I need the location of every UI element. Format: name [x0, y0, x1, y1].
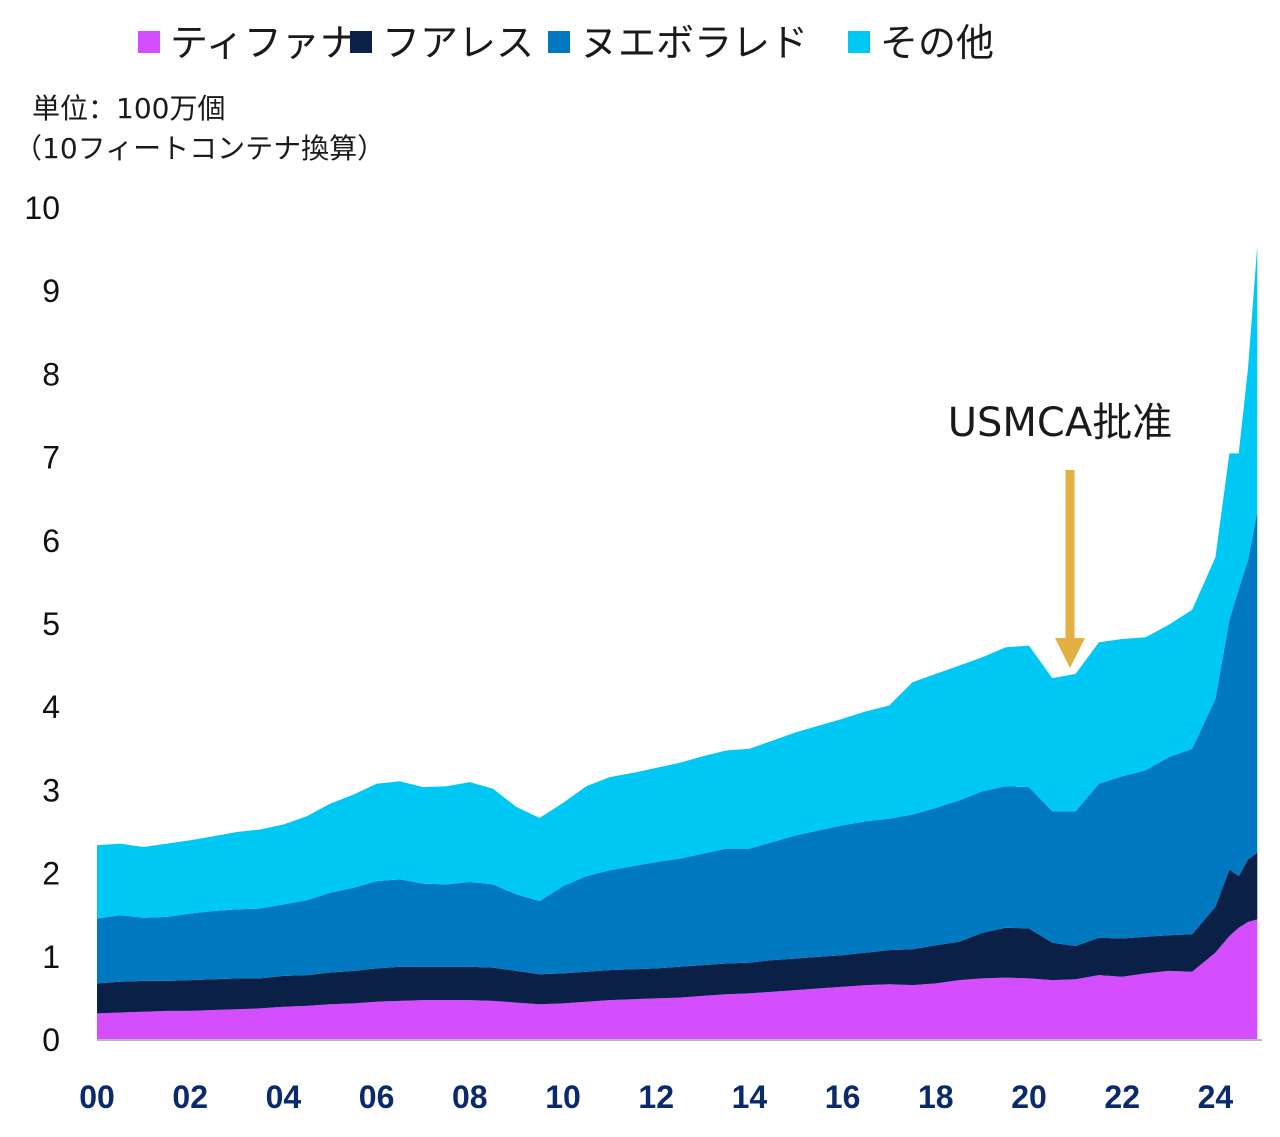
- legend-swatch: [138, 31, 160, 53]
- y-tick-label: 0: [42, 1022, 60, 1058]
- unit-label-line1: 単位：100万個: [32, 92, 225, 125]
- x-tick-label: 20: [1011, 1079, 1047, 1115]
- x-tick-label: 22: [1104, 1079, 1140, 1115]
- x-tick-label: 06: [359, 1079, 395, 1115]
- y-tick-label: 9: [42, 273, 60, 309]
- y-tick-label: 5: [42, 606, 60, 642]
- y-axis: 0 1 2 3 4 5 6 7 8 9 10: [24, 190, 60, 1058]
- y-tick-label: 4: [42, 689, 60, 725]
- x-axis: 00 02 04 06 08 10 12 14 16 18 20 22 24: [79, 1079, 1233, 1115]
- area-series-3: [97, 511, 1258, 984]
- y-tick-label: 10: [24, 190, 60, 226]
- legend-label: ティファナ: [170, 21, 358, 65]
- area-series-4: [97, 245, 1258, 919]
- y-tick-label: 1: [42, 939, 60, 975]
- legend-swatch: [848, 31, 870, 53]
- y-tick-label: 2: [42, 856, 60, 892]
- x-tick-label: 18: [918, 1079, 954, 1115]
- legend-label: フアレス: [382, 21, 534, 65]
- x-tick-label: 12: [638, 1079, 674, 1115]
- y-tick-label: 7: [42, 440, 60, 476]
- x-tick-label: 04: [266, 1079, 302, 1115]
- annotation-text: USMCA批准: [948, 400, 1172, 446]
- area-series-1: [97, 919, 1258, 1040]
- annotation-arrow-head: [1055, 638, 1085, 668]
- x-tick-label: 14: [732, 1079, 768, 1115]
- y-tick-label: 3: [42, 772, 60, 808]
- legend: ティファナ フアレス ヌエボラレド その他: [138, 21, 994, 65]
- x-tick-label: 24: [1198, 1079, 1234, 1115]
- x-tick-label: 08: [452, 1079, 488, 1115]
- unit-label-line2: （10フィートコンテナ換算）: [14, 132, 385, 165]
- area-series-2: [97, 852, 1258, 1014]
- x-tick-label: 00: [79, 1079, 115, 1115]
- x-tick-label: 02: [172, 1079, 208, 1115]
- legend-label: ヌエボラレド: [580, 21, 808, 65]
- legend-label: その他: [880, 21, 994, 65]
- legend-swatch: [548, 31, 570, 53]
- y-tick-label: 6: [42, 523, 60, 559]
- legend-swatch: [350, 31, 372, 53]
- annotation: USMCA批准: [948, 400, 1172, 668]
- plot-area: [97, 245, 1258, 1040]
- x-tick-label: 16: [825, 1079, 861, 1115]
- y-tick-label: 8: [42, 356, 60, 392]
- x-tick-label: 10: [545, 1079, 581, 1115]
